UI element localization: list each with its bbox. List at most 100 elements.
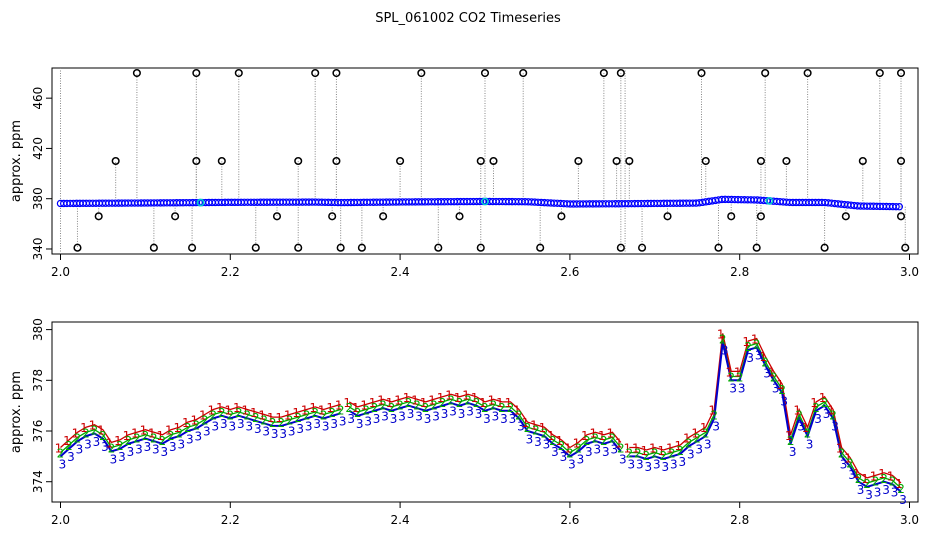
outlier-point: [192, 68, 201, 78]
series-1-marker: 1: [513, 403, 521, 417]
outlier-point: [901, 243, 910, 252]
series-2-marker: 2: [133, 431, 141, 445]
outlier-point: [476, 243, 485, 252]
series-1-marker: 1: [776, 378, 784, 392]
series-1-marker: 1: [360, 398, 368, 412]
series-2-marker: 2: [897, 482, 905, 496]
outlier-point: [328, 212, 337, 221]
series-2-marker: 2: [829, 409, 837, 423]
series-1-marker: 1: [445, 388, 453, 402]
series-1-marker: 1: [123, 429, 131, 443]
data-point: [895, 203, 904, 211]
series-2-marker: 2: [872, 474, 880, 488]
series-2-marker: 2: [617, 441, 625, 455]
series-3-marker: 3: [483, 412, 491, 426]
series-2-marker: 2: [260, 414, 268, 428]
series-2-marker: 2: [507, 401, 515, 415]
series-3-marker: 3: [899, 493, 907, 507]
series-3-marker: 3: [585, 445, 593, 459]
series-3-marker: 3: [279, 427, 287, 441]
series-3-marker: 3: [245, 420, 253, 434]
series-2-marker: 2: [634, 447, 642, 461]
series-3-marker: 3: [551, 445, 559, 459]
series-1-marker: 1: [649, 441, 657, 455]
filtered-point: [196, 198, 205, 207]
series-2-marker: 2: [294, 411, 302, 425]
series-2-marker: 2: [396, 398, 404, 412]
series-2-marker: 2: [439, 396, 447, 410]
figure-title: SPL_061002 CO2 Timeseries: [375, 11, 561, 26]
series-2-marker: 2: [753, 338, 761, 352]
outlier-point: [480, 68, 490, 78]
outlier-point: [519, 68, 528, 78]
series-3-marker: 3: [135, 442, 143, 456]
series-1-marker: 1: [191, 414, 199, 428]
outlier-point: [841, 212, 850, 221]
series-2-marker: 2: [710, 409, 718, 423]
series-2-marker: 2: [583, 434, 591, 448]
series-3-marker: 3: [543, 437, 551, 451]
series-1-marker: 1: [615, 436, 623, 450]
outlier-point: [357, 243, 366, 252]
outlier-point: [171, 212, 180, 221]
bottom-panel: 2.0 2.2 2.4 2.6 2.8 3.0 374 376 378 380 approx. pp…: [9, 318, 919, 527]
series-2-marker: 2: [795, 409, 803, 423]
series-3-marker: 3: [594, 442, 602, 456]
series-3-marker: 3: [356, 417, 364, 431]
series-2-marker: 2: [99, 429, 107, 443]
series-1-marker: 1: [708, 403, 716, 417]
series-1-marker: 1: [488, 393, 496, 407]
series-2-marker: 2: [473, 396, 481, 410]
series-1-marker: 1: [870, 469, 878, 483]
series-1-marker: 1: [275, 411, 283, 425]
series-1-marker: 1: [199, 409, 207, 423]
outlier-point: [489, 156, 498, 166]
series-3-marker: 3: [364, 415, 372, 429]
series-2-marker: 2: [498, 401, 506, 415]
series-2-marker: 2: [176, 426, 184, 440]
series-1-marker: 1: [420, 396, 428, 410]
series-1-marker: 1: [734, 365, 742, 379]
series-1-marker: 1: [335, 398, 343, 412]
bottom-y-tick-label: 376: [31, 420, 45, 443]
series-3-marker: 3: [195, 430, 203, 444]
series-2-marker: 2: [626, 447, 634, 461]
outlier-point: [612, 156, 621, 166]
series-1-marker: 1: [674, 439, 682, 453]
outlier-point: [111, 156, 120, 166]
series-1-marker: 1: [55, 441, 63, 455]
series-1-marker: 1: [759, 350, 767, 364]
series-1-marker: 1: [326, 401, 334, 415]
series-1-marker: 1: [377, 393, 385, 407]
series-1-marker: 1: [250, 406, 258, 420]
series-2-marker: 2: [311, 406, 319, 420]
series-3-marker: 3: [347, 412, 355, 426]
series-3-marker: 3: [865, 488, 873, 502]
series-3-marker: 3: [806, 437, 814, 451]
series-2-marker: 2: [328, 406, 336, 420]
series-3-marker: 3: [398, 409, 406, 423]
series-3-marker: 3: [678, 455, 686, 469]
series-3-marker: 3: [407, 407, 415, 421]
series-3-marker: 3: [466, 404, 474, 418]
outlier-point: [701, 156, 710, 166]
series-3-marker: 3: [763, 366, 771, 380]
outlier-point: [782, 156, 791, 166]
series-1-marker: 1: [165, 424, 173, 438]
series-1-marker: 1: [140, 424, 148, 438]
series-1-marker: 1: [573, 436, 581, 450]
series-1-marker: 1: [640, 444, 648, 458]
outlier-point: [557, 212, 566, 221]
series-1-marker: 1: [598, 429, 606, 443]
series-3-marker: 3: [178, 437, 186, 451]
bottom-y-tick-label: 378: [31, 369, 45, 392]
series-3-marker: 3: [644, 460, 652, 474]
outlier-point: [251, 243, 260, 252]
series-1-marker: 1: [267, 411, 275, 425]
series-2-marker: 2: [609, 431, 617, 445]
top-x-tick-label: 2.8: [730, 265, 749, 279]
series-2-marker: 2: [880, 472, 888, 486]
series-1-marker: 1: [785, 429, 793, 443]
series-1-marker: 1: [530, 419, 538, 433]
series-2-marker: 2: [651, 447, 659, 461]
